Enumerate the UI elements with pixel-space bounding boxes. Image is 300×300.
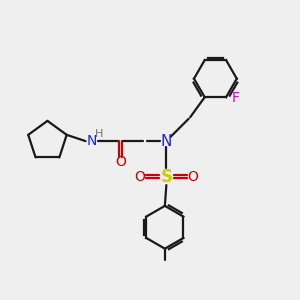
Text: N: N — [161, 134, 172, 148]
Text: O: O — [134, 170, 145, 184]
Text: O: O — [188, 170, 199, 184]
Text: H: H — [95, 129, 103, 139]
Text: N: N — [87, 134, 97, 148]
Text: S: S — [160, 168, 172, 186]
Text: F: F — [231, 91, 239, 105]
Text: O: O — [115, 155, 126, 170]
